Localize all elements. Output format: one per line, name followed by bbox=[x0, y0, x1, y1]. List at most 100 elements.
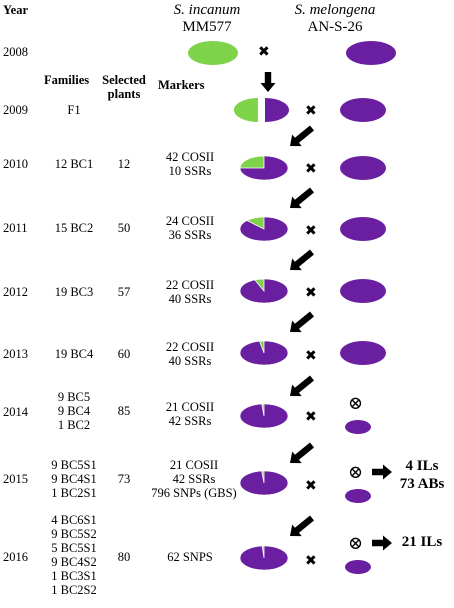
selected-header-line2: plants bbox=[107, 87, 141, 101]
backcross-arrow bbox=[290, 187, 314, 209]
cross-icon: ✖ bbox=[305, 349, 317, 364]
parent1-accession: MM577 bbox=[182, 19, 232, 35]
parent1-species: S. incanum bbox=[173, 2, 241, 18]
selected-header-line1: Selected bbox=[102, 73, 146, 87]
marker-entry: 40 SSRs bbox=[168, 292, 212, 306]
progeny-genome-pie bbox=[239, 545, 289, 571]
progeny-genome-pie bbox=[239, 216, 289, 242]
family-entry: 1 BC2S2 bbox=[51, 583, 97, 597]
recurrent-parent-small-pie bbox=[345, 489, 371, 503]
f1-donor-half bbox=[234, 98, 258, 122]
family-entry: 19 BC4 bbox=[54, 347, 94, 361]
year-header: Year bbox=[3, 3, 28, 17]
outcome-label: 21 ILs bbox=[401, 534, 443, 550]
cross-icon: ✖ bbox=[305, 224, 317, 239]
recurrent-parent-pie bbox=[340, 156, 386, 180]
outcome-label: 73 ABs bbox=[399, 476, 445, 492]
selected-count: 57 bbox=[117, 285, 131, 299]
family-entry: 9 BC4 bbox=[57, 404, 91, 418]
family-entry: 9 BC5S2 bbox=[51, 527, 97, 541]
self-cross-icon: ⊗ bbox=[348, 462, 364, 482]
self-cross-icon: ⊗ bbox=[348, 533, 364, 553]
family-entry: 5 BC5S1 bbox=[51, 541, 97, 555]
selected-count: 50 bbox=[117, 221, 131, 235]
donor-parent-pie bbox=[188, 41, 238, 65]
outcome-arrow bbox=[372, 464, 392, 480]
marker-entry: 796 SNPs (GBS) bbox=[151, 486, 237, 500]
marker-entry: 21 COSII bbox=[165, 400, 215, 414]
marker-entry: 42 SSRs bbox=[168, 414, 212, 428]
year-label: 2009 bbox=[3, 103, 28, 117]
recurrent-parent-small-pie bbox=[345, 420, 371, 434]
parent2-species: S. melongena bbox=[294, 2, 376, 18]
cross-icon: ✖ bbox=[305, 554, 317, 569]
selected-count: 12 bbox=[117, 157, 131, 171]
year-label: 2008 bbox=[3, 45, 28, 59]
outcome-label: 4 ILs bbox=[405, 458, 439, 474]
family-entry: 9 BC5 bbox=[57, 390, 91, 404]
selected-count: 60 bbox=[117, 347, 131, 361]
marker-entry: 42 SSRs bbox=[172, 472, 216, 486]
family-entry: 1 BC2S1 bbox=[51, 486, 97, 500]
backcross-arrow bbox=[290, 311, 314, 333]
year-label: 2013 bbox=[3, 347, 28, 361]
cross-icon: ✖ bbox=[305, 162, 317, 177]
cross-icon: ✖ bbox=[258, 45, 270, 60]
families-header: Families bbox=[44, 73, 90, 87]
backcross-arrow bbox=[290, 125, 314, 147]
progeny-genome-pie bbox=[239, 155, 289, 181]
year-label: 2015 bbox=[3, 472, 28, 486]
recurrent-parent-pie bbox=[346, 41, 396, 65]
selected-count: 73 bbox=[117, 472, 131, 486]
marker-entry: 42 COSII bbox=[165, 150, 215, 164]
marker-entry: 22 COSII bbox=[165, 278, 215, 292]
family-entry: 9 BC4S2 bbox=[51, 555, 97, 569]
cross-icon: ✖ bbox=[305, 286, 317, 301]
recurrent-parent-pie bbox=[340, 279, 386, 303]
marker-entry: 40 SSRs bbox=[168, 354, 212, 368]
marker-entry: 24 COSII bbox=[165, 214, 215, 228]
marker-entry: 21 COSII bbox=[169, 458, 219, 472]
family-entry: F1 bbox=[67, 103, 81, 117]
cross-icon: ✖ bbox=[305, 479, 317, 494]
f1-recurrent-half bbox=[265, 98, 289, 122]
self-cross-icon: ⊗ bbox=[348, 393, 364, 413]
marker-entry: 22 COSII bbox=[165, 340, 215, 354]
year-label: 2010 bbox=[3, 157, 28, 171]
year-label: 2016 bbox=[3, 550, 28, 564]
markers-header: Markers bbox=[158, 78, 205, 92]
selected-count: 80 bbox=[117, 550, 131, 564]
family-entry: 19 BC3 bbox=[54, 285, 94, 299]
marker-entry: 10 SSRs bbox=[168, 164, 212, 178]
progeny-genome-pie bbox=[239, 403, 289, 429]
family-entry: 12 BC1 bbox=[54, 157, 94, 171]
family-entry: 1 BC2 bbox=[57, 418, 91, 432]
year-label: 2011 bbox=[3, 221, 28, 235]
marker-entry: 62 SNPS bbox=[167, 550, 213, 564]
year-label: 2014 bbox=[3, 405, 28, 419]
recurrent-parent-pie bbox=[340, 217, 386, 241]
selected-count: 85 bbox=[117, 404, 131, 418]
marker-entry: 36 SSRs bbox=[168, 228, 212, 242]
progeny-genome-pie bbox=[239, 340, 289, 366]
cross-icon: ✖ bbox=[305, 410, 317, 425]
family-entry: 1 BC3S1 bbox=[51, 569, 97, 583]
family-entry: 15 BC2 bbox=[54, 221, 94, 235]
family-entry: 4 BC6S1 bbox=[51, 513, 97, 527]
backcross-arrow bbox=[290, 375, 314, 397]
recurrent-parent-small-pie bbox=[345, 560, 371, 574]
progeny-genome-pie bbox=[239, 278, 289, 304]
recurrent-parent-pie bbox=[340, 341, 386, 365]
backcross-arrow bbox=[290, 442, 314, 464]
down-arrow bbox=[260, 72, 276, 92]
progeny-genome-pie bbox=[239, 470, 289, 496]
year-label: 2012 bbox=[3, 285, 28, 299]
family-entry: 9 BC5S1 bbox=[51, 458, 97, 472]
backcross-arrow bbox=[290, 515, 314, 537]
family-entry: 9 BC4S1 bbox=[51, 472, 97, 486]
outcome-arrow bbox=[372, 535, 392, 551]
cross-icon: ✖ bbox=[305, 104, 317, 119]
backcross-arrow bbox=[290, 249, 314, 271]
